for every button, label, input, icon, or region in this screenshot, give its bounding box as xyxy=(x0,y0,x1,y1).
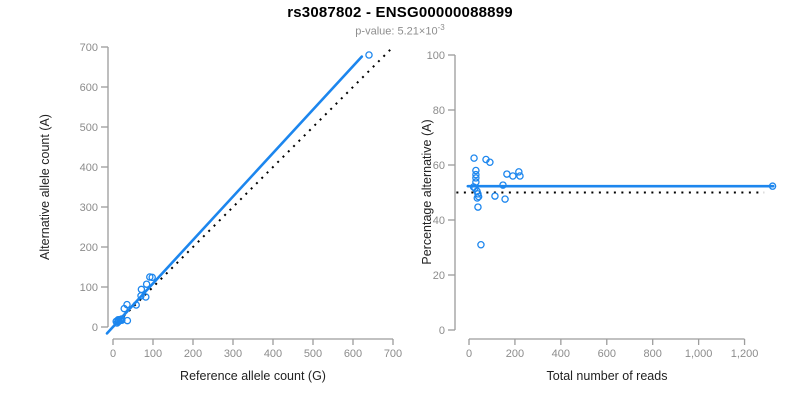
figure-subtitle: p-value: 5.21×10-3 xyxy=(0,23,800,38)
data-point xyxy=(474,203,482,211)
y-tick-label: 400 xyxy=(80,162,98,174)
x-tick-label: 600 xyxy=(344,348,362,360)
data-point xyxy=(123,300,131,309)
data-point xyxy=(472,170,480,179)
y-tick-label: 700 xyxy=(80,42,98,54)
data-point xyxy=(768,182,777,190)
data-point xyxy=(142,280,151,288)
x-tick-label: 200 xyxy=(184,348,202,360)
x-tick-label: 400 xyxy=(552,348,570,360)
data-point xyxy=(515,168,523,176)
data-point xyxy=(503,170,511,178)
y-tick-label: 500 xyxy=(80,122,98,134)
data-point xyxy=(473,194,482,202)
x-tick-label: 500 xyxy=(304,348,322,360)
data-point xyxy=(491,192,499,200)
pvalue-exponent: -3 xyxy=(437,23,445,32)
data-point xyxy=(509,172,517,180)
data-point xyxy=(148,273,156,282)
reference-identity-line xyxy=(112,47,393,328)
y-tick-label: 0 xyxy=(439,325,445,337)
figure-header: rs3087802 - ENSG00000088899 p-value: 5.2… xyxy=(0,4,800,38)
data-point xyxy=(516,172,524,180)
pvalue-base: 5.21×10 xyxy=(397,25,438,38)
y-tick-label: 20 xyxy=(433,270,445,282)
data-point xyxy=(499,181,507,189)
y-tick-label: 100 xyxy=(80,282,98,294)
y-tick-label: 300 xyxy=(80,202,98,214)
x-axis-title: Total number of reads xyxy=(547,369,668,383)
x-tick-label: 0 xyxy=(110,348,116,360)
data-point xyxy=(472,166,480,175)
figure-title: rs3087802 - ENSG00000088899 xyxy=(287,4,513,21)
y-tick-label: 80 xyxy=(433,105,445,117)
fit-line xyxy=(105,55,364,335)
x-tick-label: 400 xyxy=(264,348,282,360)
data-point xyxy=(123,316,132,325)
x-tick-label: 300 xyxy=(224,348,242,360)
x-tick-label: 600 xyxy=(598,348,616,360)
x-tick-label: 800 xyxy=(644,348,662,360)
data-point xyxy=(137,285,146,294)
y-tick-label: 600 xyxy=(80,82,98,94)
x-tick-label: 1,200 xyxy=(731,348,759,360)
data-point xyxy=(474,192,483,201)
data-point xyxy=(142,293,150,301)
x-tick-label: 700 xyxy=(384,348,402,360)
x-tick-label: 100 xyxy=(144,348,162,360)
x-tick-label: 200 xyxy=(506,348,524,360)
data-point xyxy=(470,154,478,162)
data-point xyxy=(132,301,140,309)
y-tick-label: 200 xyxy=(80,242,98,254)
data-point xyxy=(501,195,509,203)
y-tick-label: 100 xyxy=(427,50,445,62)
x-tick-label: 1,000 xyxy=(685,348,713,360)
data-point xyxy=(486,158,494,166)
x-tick-label: 0 xyxy=(466,348,472,360)
data-point xyxy=(365,51,373,59)
data-point xyxy=(477,240,485,249)
pvalue-prefix: p-value: xyxy=(355,25,398,38)
data-point xyxy=(137,292,145,300)
y-axis-title: Alternative allele count (A) xyxy=(38,114,52,260)
y-tick-label: 0 xyxy=(92,322,98,334)
y-axis-title: Percentage alternative (A) xyxy=(420,119,434,264)
y-tick-label: 60 xyxy=(433,160,445,172)
data-point xyxy=(472,174,480,182)
x-axis-title: Reference allele count (G) xyxy=(180,369,326,383)
y-tick-label: 40 xyxy=(433,215,445,227)
